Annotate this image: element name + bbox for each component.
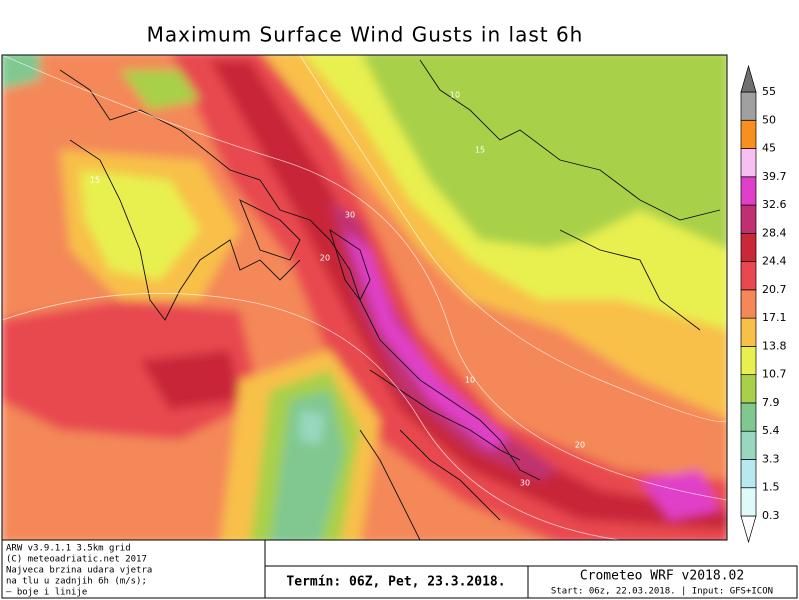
- info-line: ARW v3.9.1.1 3.5km grid: [6, 544, 131, 554]
- model-name: Crometeo WRF v2018.02: [580, 569, 744, 584]
- colorbar-bin: [740, 346, 757, 376]
- map-frame: [1, 54, 728, 541]
- footer: ARW v3.9.1.1 3.5km grid(C) meteoadriatic…: [1, 539, 798, 599]
- colorbar-label: 50: [762, 113, 776, 126]
- contour-label: 20: [320, 254, 330, 263]
- colorbar-label: 7.9: [762, 396, 780, 409]
- wind-zone: [140, 350, 240, 410]
- contour-label: 30: [345, 211, 355, 220]
- coastline: [59, 59, 721, 540]
- time-box: [264, 565, 529, 599]
- colorbar-bin: [740, 289, 757, 319]
- colorbar-bin: [740, 148, 757, 178]
- colorbar: 0.3 1.5 3.3 5.4 7.9 10.7 13.8 17.1 20.7 24.4 28.4 3…: [740, 64, 787, 544]
- info-line: na tlu u zadnjih 6h (m/s);: [6, 577, 147, 587]
- info-line: Najveca brzina udara vjetra: [6, 566, 152, 576]
- contour-label: 15: [90, 176, 100, 185]
- wind-zone: [120, 70, 200, 110]
- colorbar-label: 13.8: [762, 339, 787, 352]
- colorbar-bin: [740, 374, 757, 404]
- colorbar-low: [740, 515, 757, 544]
- colorbar-label: 3.3: [762, 452, 780, 465]
- colorbar-bin: [740, 119, 757, 149]
- colorbar-bin: [740, 430, 757, 460]
- colorbar-high: [740, 64, 757, 93]
- colorbar-label: 17.1: [762, 311, 787, 324]
- colorbar-label: 24.4: [762, 255, 787, 268]
- colorbar-label: 45: [762, 142, 776, 155]
- colorbar-label: 10.7: [762, 368, 787, 381]
- colorbar-bin: [740, 402, 757, 432]
- wind-zone: [80, 170, 200, 280]
- wind-zone: [540, 230, 727, 300]
- colorbar-label: 32.6: [762, 198, 787, 211]
- contour-label: 15: [475, 146, 485, 155]
- wind-zone: [330, 200, 560, 480]
- colorbar-label: 0.3: [762, 509, 780, 522]
- colorbar-bin: [740, 204, 757, 234]
- colorbar-label: 39.7: [762, 170, 787, 183]
- contour-label: 20: [575, 441, 585, 450]
- wind-zone: [2, 55, 40, 90]
- contour-label: 10: [450, 91, 460, 100]
- colorbar-bin: [740, 232, 757, 262]
- valid-time: Termín: 06Z, Pet, 23.3.2018.: [286, 575, 505, 590]
- colorbar-bin: [740, 176, 757, 206]
- colorbar-label: 55: [762, 85, 776, 98]
- wind-zone: [270, 390, 345, 540]
- colorbar-bin: [740, 317, 757, 347]
- colorbar-bin: [740, 487, 757, 517]
- info-line: (C) meteoadriatic.net 2017: [6, 555, 147, 565]
- colorbar-bin: [740, 459, 757, 489]
- colorbar-label: 1.5: [762, 481, 780, 494]
- title: Maximum Surface Wind Gusts in last 6h: [147, 23, 584, 47]
- run-start: Start: 06z, 22.03.2018. | Input: GFS+ICO…: [551, 587, 773, 597]
- wind-field: [2, 55, 727, 540]
- wind-zone: [300, 410, 325, 445]
- colorbar-bin: [740, 91, 757, 121]
- colorbar-label: 20.7: [762, 283, 787, 296]
- colorbar-label: 5.4: [762, 424, 780, 437]
- contour-label: 10: [465, 376, 475, 385]
- colorbar-label: 28.4: [762, 226, 787, 239]
- wind-zone: [345, 230, 510, 450]
- contour-label: 30: [520, 479, 530, 488]
- info-box: [1, 539, 266, 599]
- info-line: – boje i linije: [6, 588, 87, 598]
- colorbar-bin: [740, 261, 757, 291]
- map: 10 15 20 30 20 30 15 10: [2, 55, 727, 540]
- wind-zone: [400, 70, 520, 170]
- wind-zone: [640, 470, 720, 520]
- model-box: [527, 565, 798, 599]
